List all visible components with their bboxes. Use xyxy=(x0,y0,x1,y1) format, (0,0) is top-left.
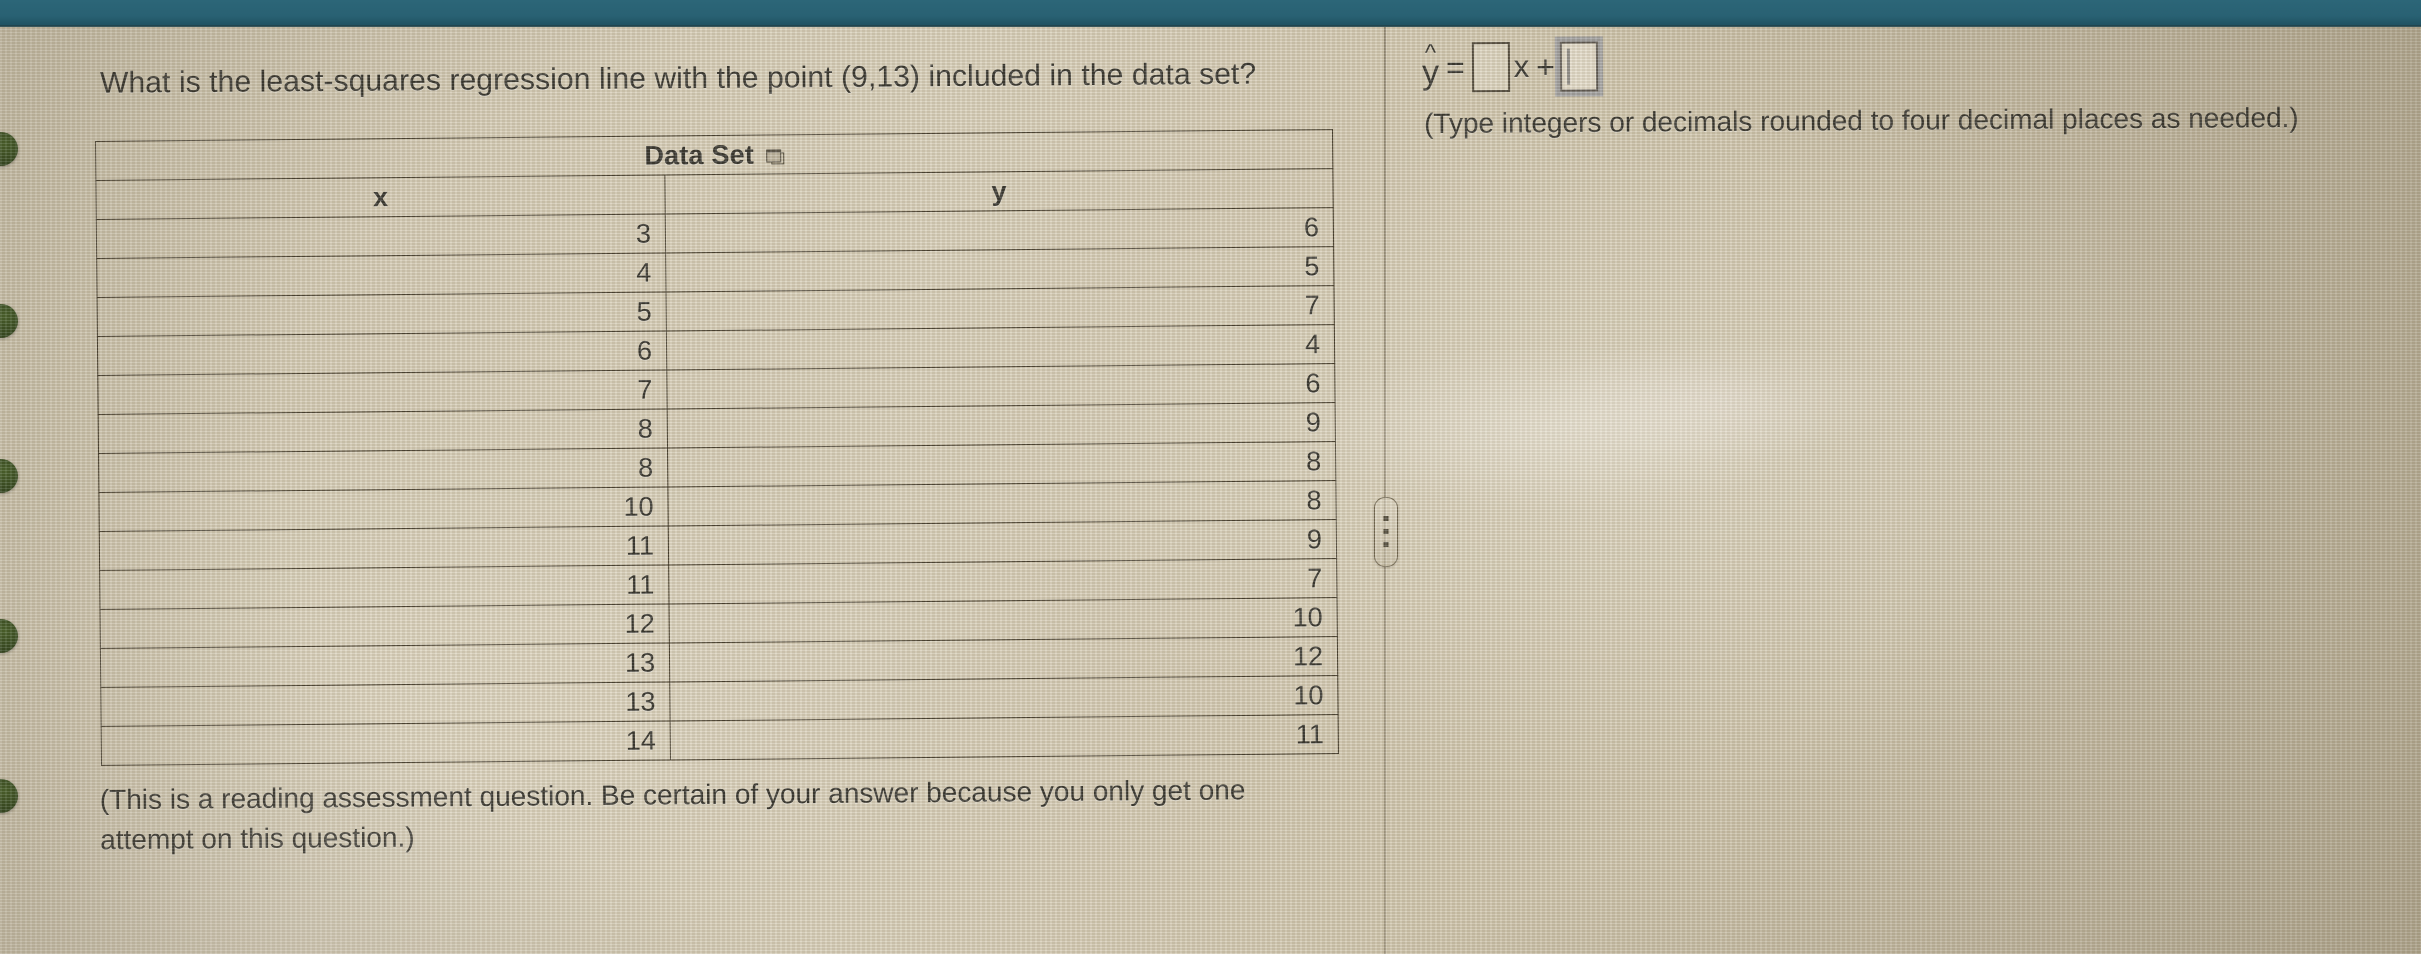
cell-x: 3 xyxy=(96,213,666,259)
cell-x: 7 xyxy=(97,369,668,415)
binder-dot xyxy=(0,132,18,166)
pane-splitter[interactable] xyxy=(1384,27,1386,954)
binder-dot xyxy=(0,304,18,338)
cell-y: 4 xyxy=(666,324,1335,370)
cell-y: 9 xyxy=(667,402,1336,448)
cell-x: 13 xyxy=(100,681,671,727)
x-variable-label: x xyxy=(1513,48,1530,84)
hat-accent-icon: ^ xyxy=(1424,39,1437,67)
cell-x: 14 xyxy=(101,720,671,766)
intercept-input[interactable] xyxy=(1559,41,1599,92)
cell-y: 6 xyxy=(665,207,1334,253)
app-top-banner xyxy=(0,0,2421,27)
cell-y: 6 xyxy=(666,363,1336,409)
regression-equation: ^ y = x + xyxy=(1422,39,1599,93)
handle-dot xyxy=(1383,542,1389,547)
problem-pane: What is the least-squares regression lin… xyxy=(0,27,1390,954)
answer-pane: ^ y = x + (Type integers or decimals rou… xyxy=(1400,27,2421,954)
popup-window-icon[interactable] xyxy=(765,148,785,164)
cell-x: 8 xyxy=(98,408,668,454)
cell-y: 11 xyxy=(670,714,1339,760)
cell-y: 7 xyxy=(666,285,1335,331)
banner-bottom-edge xyxy=(0,25,2421,28)
plus-sign: + xyxy=(1536,48,1555,85)
question-prompt: What is the least-squares regression lin… xyxy=(99,57,1257,100)
slope-input[interactable] xyxy=(1471,42,1510,93)
cell-x: 8 xyxy=(98,447,668,493)
reading-assessment-note: (This is a reading assessment question. … xyxy=(99,774,1246,856)
column-header-x: x xyxy=(95,174,666,220)
cell-y: 5 xyxy=(665,246,1334,292)
cell-x: 11 xyxy=(99,564,670,610)
page-surface: What is the least-squares regression lin… xyxy=(0,27,2421,954)
cell-y: 12 xyxy=(669,636,1338,682)
handle-dot xyxy=(1383,529,1389,534)
cell-x: 13 xyxy=(100,642,670,688)
binder-dot xyxy=(0,619,18,653)
equals-sign: = xyxy=(1445,48,1465,85)
cell-y: 7 xyxy=(668,558,1337,604)
binder-dot xyxy=(0,459,18,493)
answer-format-hint: (Type integers or decimals rounded to fo… xyxy=(1423,101,2299,140)
column-header-y: y xyxy=(664,168,1334,214)
cell-x: 12 xyxy=(100,603,670,649)
data-set-table: Data Set x y 3 6 4 5 5 7 6 4 7 6 8 9 8 8 10 8 11 9 11 7 12 10… xyxy=(95,129,1339,766)
y-hat-symbol: ^ y xyxy=(1422,39,1439,92)
table-title-label: Data Set xyxy=(644,139,755,171)
cell-x: 5 xyxy=(97,291,667,337)
cell-x: 6 xyxy=(97,330,667,376)
cell-x: 4 xyxy=(96,252,667,298)
cell-y: 8 xyxy=(667,441,1336,487)
cell-y: 9 xyxy=(668,519,1337,565)
drag-handle-dots-icon[interactable] xyxy=(1374,497,1398,567)
cell-y: 10 xyxy=(669,597,1338,643)
cell-y: 8 xyxy=(667,480,1337,526)
cell-x: 11 xyxy=(99,525,669,571)
popup-window-front xyxy=(765,148,782,163)
cell-y: 10 xyxy=(669,675,1339,721)
handle-dot xyxy=(1383,516,1389,521)
binder-dot xyxy=(0,779,18,813)
cell-x: 10 xyxy=(98,486,669,532)
